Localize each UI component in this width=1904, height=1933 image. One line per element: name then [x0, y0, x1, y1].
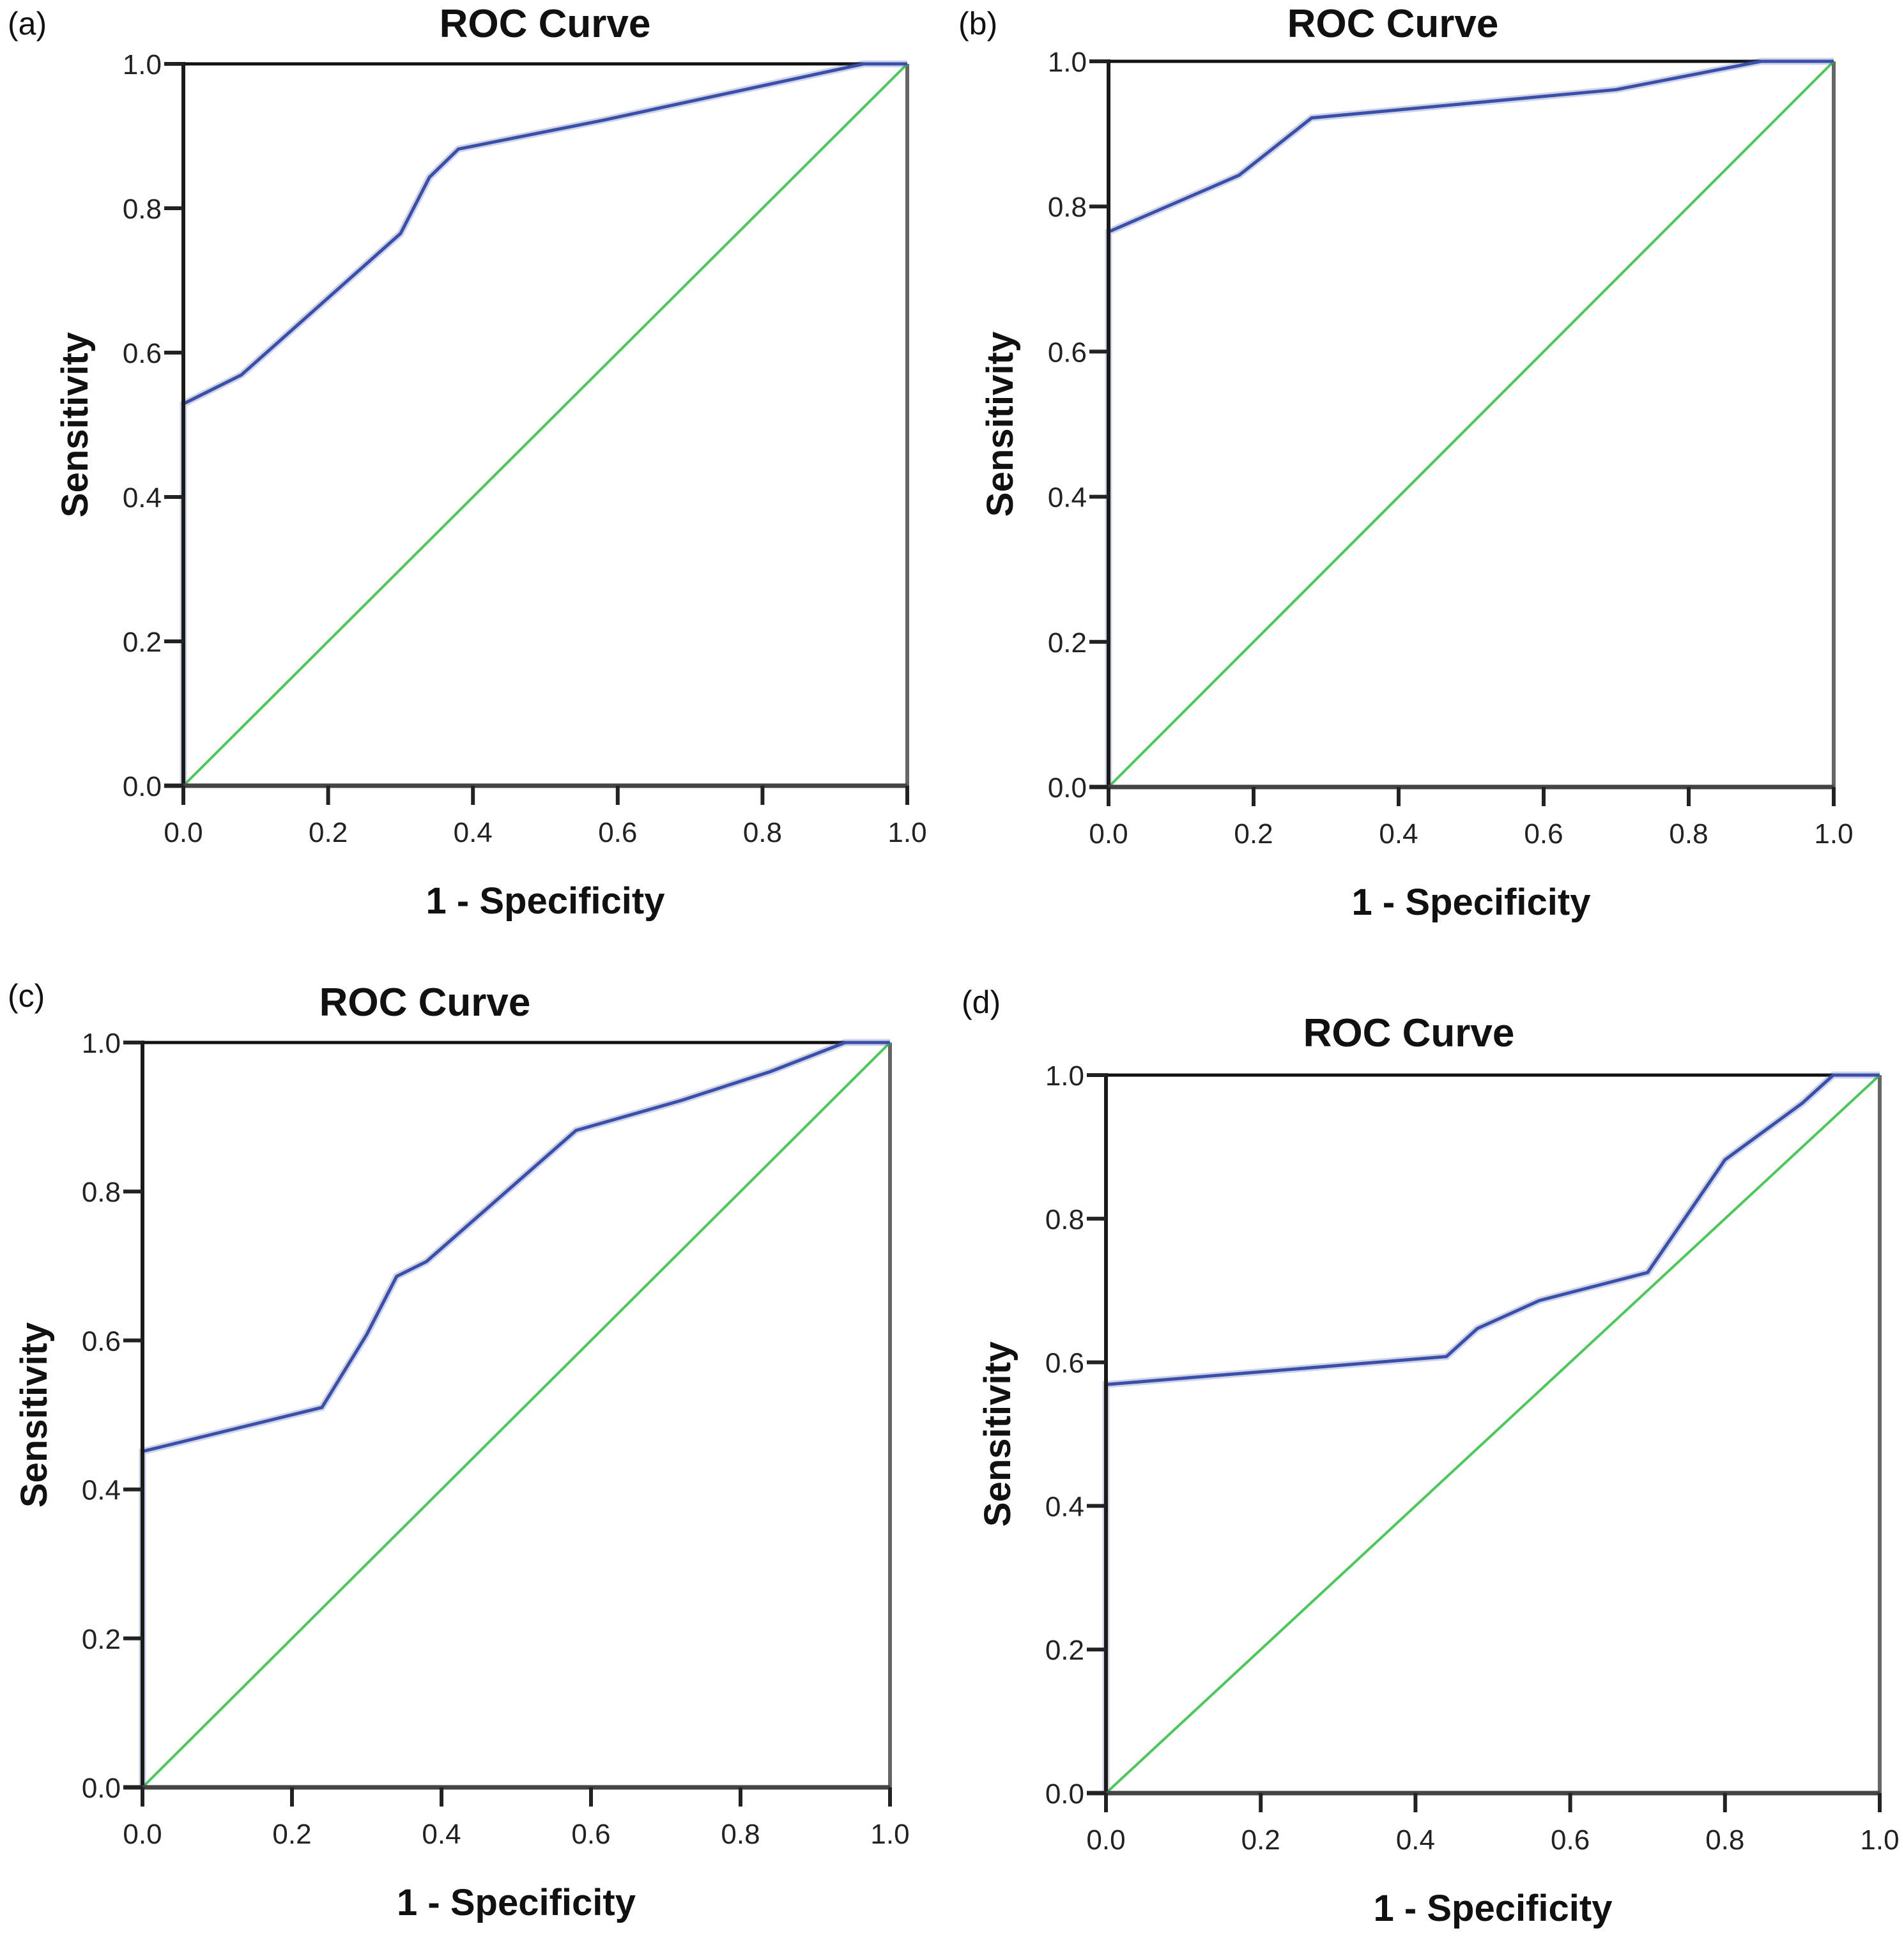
y-tick-label: 0.8	[1045, 1204, 1084, 1235]
panel-letter: (a)	[8, 6, 47, 42]
y-tick-label: 0.2	[123, 627, 162, 658]
roc-curve-halo	[1105, 57, 1834, 787]
roc-curve	[141, 1041, 890, 1787]
y-tick-label: 0.2	[1045, 1635, 1084, 1666]
x-tick-label: 0.4	[422, 1819, 461, 1850]
y-tick-label: 0.2	[82, 1624, 121, 1655]
y-tick-label: 0.8	[1048, 192, 1087, 223]
y-axis-label: Sensitivity	[13, 1322, 55, 1508]
panel-letter: (c)	[8, 978, 45, 1014]
reference-line	[1107, 60, 1835, 788]
chart-title: ROC Curve	[440, 2, 651, 46]
y-tick-label: 0.2	[1048, 627, 1087, 659]
x-tick-label: 1.0	[1814, 818, 1853, 850]
x-tick-label: 0.4	[1396, 1824, 1435, 1856]
y-axis-label: Sensitivity	[54, 332, 96, 517]
x-tick-label: 0.6	[1524, 818, 1563, 850]
y-axis-label: Sensitivity	[977, 1341, 1018, 1527]
y-tick-label: 1.0	[123, 49, 162, 80]
y-tick-label: 0.4	[82, 1475, 121, 1506]
panel-letter: (b)	[958, 6, 998, 42]
y-axis-label: Sensitivity	[979, 332, 1021, 517]
roc-curve-halo	[1102, 1071, 1880, 1793]
y-tick-label: 0.4	[123, 482, 162, 514]
reference-line	[1105, 1074, 1881, 1794]
x-axis-label: 1 - Specificity	[397, 1882, 636, 1923]
chart-title: ROC Curve	[1303, 1011, 1515, 1055]
x-tick-label: 0.8	[1705, 1824, 1744, 1856]
x-tick-label: 0.6	[1551, 1824, 1590, 1856]
x-tick-label: 1.0	[1860, 1824, 1899, 1856]
roc-curve	[181, 62, 907, 786]
y-tick-label: 1.0	[1045, 1060, 1084, 1092]
x-tick-label: 0.2	[1241, 1824, 1280, 1856]
y-tick-label: 0.6	[1045, 1348, 1084, 1379]
roc-curve-halo	[139, 1039, 890, 1787]
reference-line	[182, 63, 909, 787]
y-tick-label: 1.0	[1048, 47, 1087, 78]
chart-title: ROC Curve	[319, 981, 531, 1025]
y-tick-label: 0.8	[123, 194, 162, 225]
x-tick-label: 1.0	[887, 817, 926, 848]
y-tick-label: 0.0	[82, 1773, 121, 1804]
y-tick-label: 0.0	[123, 771, 162, 802]
reference-line	[141, 1041, 891, 1789]
y-tick-label: 1.0	[82, 1028, 121, 1059]
y-tick-label: 0.0	[1045, 1778, 1084, 1810]
x-axis-label: 1 - Specificity	[426, 880, 665, 922]
y-tick-label: 0.4	[1045, 1491, 1084, 1522]
y-tick-label: 0.8	[82, 1177, 121, 1208]
panel-letter: (d)	[962, 984, 1001, 1020]
y-tick-label: 0.0	[1048, 772, 1087, 804]
x-axis-label: 1 - Specificity	[1374, 1888, 1613, 1929]
chart-title: ROC Curve	[1287, 2, 1499, 46]
x-tick-label: 0.8	[1669, 818, 1708, 850]
x-tick-label: 0.2	[1234, 818, 1273, 850]
x-tick-label: 0.6	[598, 817, 637, 848]
x-axis-label: 1 - Specificity	[1352, 882, 1591, 923]
x-tick-label: 0.4	[454, 817, 493, 848]
x-tick-label: 0.2	[272, 1819, 311, 1850]
roc-curve	[1104, 1073, 1880, 1793]
x-tick-label: 0.0	[1089, 818, 1128, 850]
roc-curve-halo	[180, 60, 907, 786]
x-tick-label: 0.8	[721, 1819, 760, 1850]
x-tick-label: 0.0	[1086, 1824, 1125, 1856]
y-tick-label: 0.4	[1048, 482, 1087, 514]
y-tick-label: 0.6	[123, 338, 162, 369]
x-tick-label: 0.0	[164, 817, 203, 848]
y-tick-label: 0.6	[1048, 337, 1087, 368]
x-tick-label: 0.4	[1379, 818, 1418, 850]
x-tick-label: 1.0	[870, 1819, 909, 1850]
x-tick-label: 0.8	[743, 817, 782, 848]
x-tick-label: 0.2	[309, 817, 348, 848]
x-tick-label: 0.6	[571, 1819, 610, 1850]
x-tick-label: 0.0	[123, 1819, 162, 1850]
y-tick-label: 0.6	[82, 1326, 121, 1357]
roc-curve	[1107, 59, 1834, 787]
